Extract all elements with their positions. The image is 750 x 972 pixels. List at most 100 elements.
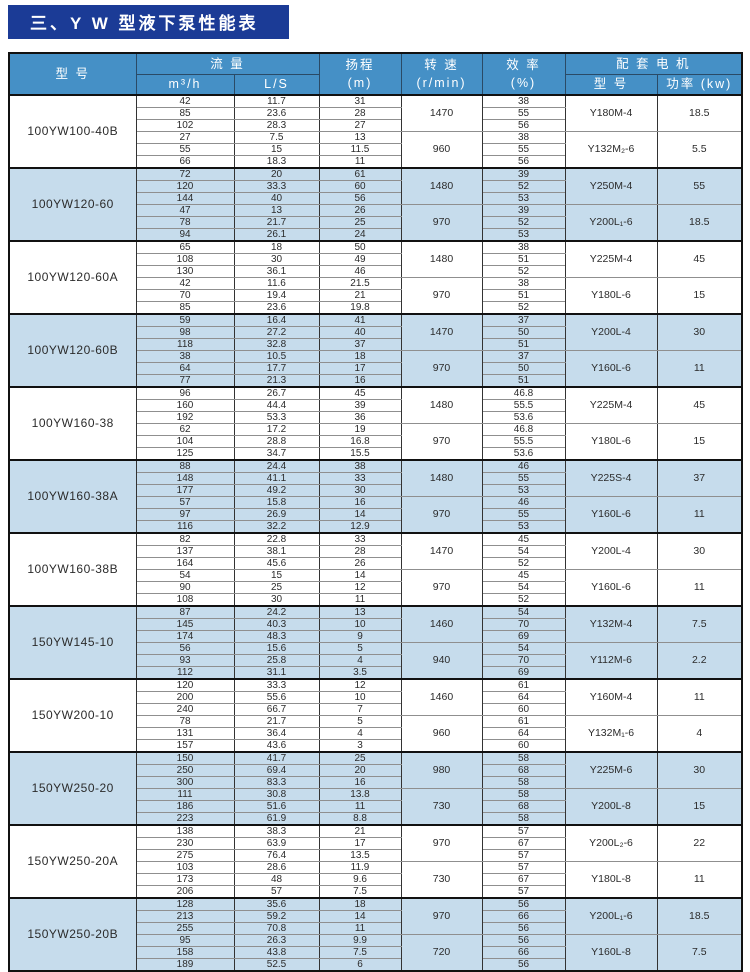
head-cell: 16 xyxy=(318,374,402,388)
flow-m3h-cell: 87 xyxy=(135,605,235,619)
efficiency-cell: 68 xyxy=(481,800,566,813)
head-cell: 49 xyxy=(318,253,402,266)
speed-cell: 1460 xyxy=(400,605,483,643)
head-cell: 11 xyxy=(318,155,402,169)
head-cell: 9.9 xyxy=(318,934,402,947)
motor-model-cell: Y180L-6 xyxy=(564,277,658,315)
flow-m3h-cell: 103 xyxy=(135,861,235,874)
table-row: 102 28.3 27 56 xyxy=(9,119,742,132)
flow-ls-cell: 26.9 xyxy=(233,508,320,521)
head-cell: 7.5 xyxy=(318,946,402,959)
flow-ls-cell: 18.3 xyxy=(233,155,320,169)
flow-m3h-cell: 93 xyxy=(135,654,235,667)
table-row: 38 10.5 18 970 37 Y160L-6 11 xyxy=(9,350,743,388)
flow-m3h-cell: 158 xyxy=(135,946,235,959)
flow-m3h-cell: 213 xyxy=(135,910,235,923)
motor-power-cell: 11 xyxy=(656,496,743,534)
head-cell: 12 xyxy=(318,581,402,594)
motor-model-cell: Y200L-4 xyxy=(564,313,658,351)
flow-ls-cell: 52.5 xyxy=(233,958,320,972)
flow-ls-cell: 34.7 xyxy=(233,447,320,461)
flow-ls-cell: 20 xyxy=(233,167,320,181)
motor-model-cell: Y160L-6 xyxy=(564,569,658,607)
table-row: 275 76.4 13.5 57 xyxy=(9,849,742,862)
flow-ls-cell: 57 xyxy=(233,885,320,899)
flow-ls-cell: 23.6 xyxy=(233,301,320,315)
flow-m3h-cell: 223 xyxy=(135,812,235,826)
efficiency-cell: 52 xyxy=(481,557,566,570)
flow-m3h-cell: 177 xyxy=(135,484,235,497)
efficiency-cell: 67 xyxy=(481,837,566,850)
flow-m3h-cell: 38 xyxy=(135,350,235,363)
speed-cell: 970 xyxy=(400,897,483,935)
table-row: 173 48 9.6 67 xyxy=(9,873,742,886)
flow-ls-cell: 63.9 xyxy=(233,837,320,850)
head-cell: 13 xyxy=(318,605,402,619)
flow-ls-cell: 11.6 xyxy=(233,277,320,290)
flow-ls-cell: 83.3 xyxy=(233,776,320,789)
flow-ls-cell: 26.3 xyxy=(233,934,320,947)
head-cell: 33 xyxy=(318,472,402,485)
head-cell: 41 xyxy=(318,313,402,327)
efficiency-cell: 46.8 xyxy=(481,423,566,436)
efficiency-cell: 55.5 xyxy=(481,399,566,412)
flow-m3h-cell: 59 xyxy=(135,313,235,327)
head-cell: 45 xyxy=(318,386,402,400)
speed-cell: 1470 xyxy=(400,94,483,132)
table-row: 100YW100-40B 42 11.7 31 1470 38 Y180M-4 18.5 xyxy=(8,94,743,169)
head-cell: 37 xyxy=(318,338,402,351)
table-row: 78 21.7 25 52 xyxy=(9,216,742,229)
efficiency-cell: 56 xyxy=(481,934,566,947)
head-cell: 19 xyxy=(318,423,402,436)
flow-ls-cell: 48.3 xyxy=(233,630,320,643)
flow-ls-cell: 40.3 xyxy=(233,618,320,631)
motor-model-cell: Y250M-4 xyxy=(564,167,658,205)
flow-m3h-cell: 200 xyxy=(135,691,235,704)
table-row: 150YW250-20A 138 38.3 21 970 57 Y200L₂-6 22 xyxy=(8,824,743,899)
table-row: 174 48.3 9 69 xyxy=(9,630,742,643)
head-cell: 60 xyxy=(318,180,402,193)
flow-ls-cell: 41.1 xyxy=(233,472,320,485)
flow-m3h-cell: 131 xyxy=(135,727,235,740)
flow-m3h-cell: 173 xyxy=(135,873,235,886)
efficiency-cell: 56 xyxy=(481,922,566,935)
head-cell: 61 xyxy=(318,167,402,181)
flow-ls-cell: 41.7 xyxy=(233,751,320,765)
speed-cell: 1480 xyxy=(400,240,483,278)
flow-ls-cell: 28.3 xyxy=(233,119,320,132)
head-cell: 16 xyxy=(318,776,402,789)
motor-model-cell: Y132M-4 xyxy=(564,605,658,643)
table-row: 150YW200-10 120 33.3 12 1460 61 Y160M-4 11 xyxy=(8,678,743,753)
head-cell: 28 xyxy=(318,545,402,558)
flow-m3h-cell: 164 xyxy=(135,557,235,570)
head-cell: 25 xyxy=(318,216,402,229)
flow-ls-cell: 76.4 xyxy=(233,849,320,862)
flow-m3h-cell: 27 xyxy=(135,131,235,144)
table-row: 104 28.8 16.8 55.5 xyxy=(9,435,742,448)
flow-m3h-cell: 72 xyxy=(135,167,235,181)
head-cell: 21.5 xyxy=(318,277,402,290)
motor-model-cell: Y160M-4 xyxy=(564,678,658,716)
efficiency-cell: 67 xyxy=(481,873,566,886)
table-row: 66 18.3 11 56 xyxy=(9,155,742,169)
head-cell: 7.5 xyxy=(318,885,402,899)
efficiency-cell: 55.5 xyxy=(481,435,566,448)
flow-ls-cell: 15.8 xyxy=(233,496,320,509)
motor-power-cell: 22 xyxy=(656,824,743,862)
head-cell: 17 xyxy=(318,362,402,375)
head-cell: 26 xyxy=(318,204,402,217)
flow-m3h-cell: 98 xyxy=(135,326,235,339)
motor-model-cell: Y160L-8 xyxy=(564,934,658,972)
efficiency-cell: 64 xyxy=(481,691,566,704)
motor-power-cell: 11 xyxy=(656,861,743,899)
flow-ls-cell: 25.8 xyxy=(233,654,320,667)
table-row: 100YW160-38 96 26.7 45 1480 46.8 Y225M-4 45 xyxy=(8,386,743,461)
flow-m3h-cell: 88 xyxy=(135,459,235,473)
efficiency-cell: 45 xyxy=(481,532,566,546)
efficiency-cell: 58 xyxy=(481,788,566,801)
efficiency-cell: 54 xyxy=(481,642,566,655)
header-head: 扬程 (m) xyxy=(318,52,402,96)
header-motor: 配 套 电 机 xyxy=(564,52,743,75)
motor-power-cell: 30 xyxy=(656,751,743,789)
efficiency-cell: 68 xyxy=(481,764,566,777)
